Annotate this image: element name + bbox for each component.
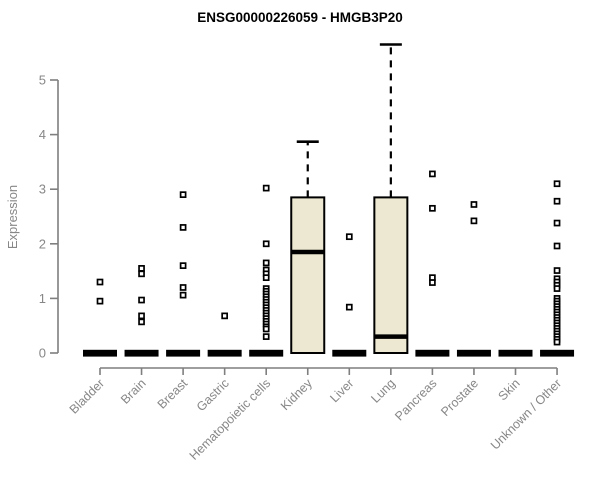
outlier-point <box>179 291 187 299</box>
x-tick-label-breast: Breast <box>155 376 191 412</box>
outlier-point <box>221 312 228 320</box>
x-tick-label-pancreas: Pancreas <box>392 376 439 423</box>
outlier-point <box>429 204 436 212</box>
x-tick-label-hematopoietic-cells: Hematopoietic cells <box>187 376 274 463</box>
collapsed-box <box>166 349 201 357</box>
collapsed-box <box>124 349 159 357</box>
x-tick-label-bladder: Bladder <box>67 376 107 416</box>
y-tick-label: 0 <box>39 346 46 361</box>
box-skin <box>498 349 533 357</box>
outlier-point <box>179 191 187 199</box>
box-body <box>373 196 409 354</box>
box-bladder <box>83 278 117 357</box>
y-tick-label: 5 <box>39 73 46 88</box>
outlier-point <box>553 338 561 346</box>
outlier-point <box>262 274 270 282</box>
outlier-point <box>345 233 353 241</box>
x-tick-label-kidney: Kidney <box>278 376 315 413</box>
collapsed-box <box>415 349 450 357</box>
box-brain <box>124 265 159 357</box>
outlier-point <box>179 284 187 291</box>
outlier-point <box>470 201 478 208</box>
outlier-point <box>179 262 187 269</box>
outlier-point <box>470 217 478 225</box>
collapsed-box <box>207 349 242 357</box>
chart-title: ENSG00000226059 - HMGB3P20 <box>197 10 403 25</box>
y-axis: 0 1 2 3 4 5 <box>39 73 59 361</box>
outlier-point <box>553 219 561 227</box>
x-tick-label-unknown-other: Unknown / Other <box>488 376 564 452</box>
box-hematopoietic-cells <box>249 184 284 357</box>
y-tick-label: 1 <box>39 291 46 306</box>
box-prostate <box>456 201 491 357</box>
collapsed-box <box>249 349 284 357</box>
box-gastric <box>207 312 242 357</box>
y-axis-title: Expression <box>5 185 20 249</box>
y-tick-label: 3 <box>39 182 46 197</box>
outlier-point <box>96 278 104 286</box>
x-tick-label-skin: Skin <box>496 376 523 403</box>
outlier-point <box>138 312 145 320</box>
collapsed-box <box>540 349 575 357</box>
y-tick-label: 4 <box>39 127 46 142</box>
outlier-point <box>96 297 104 305</box>
outlier-point <box>553 267 561 274</box>
outlier-point <box>345 303 353 311</box>
x-tick-label-gastric: Gastric <box>194 376 232 414</box>
x-tick-label-liver: Liver <box>327 376 356 405</box>
outlier-point <box>429 170 436 178</box>
plot-area: 0 1 2 3 4 5 Bladder Brain Breast GastricHematopoi… <box>39 43 575 463</box>
collapsed-box <box>456 349 491 357</box>
outlier-point <box>429 279 436 286</box>
outlier-point <box>553 180 561 188</box>
box-pancreas <box>415 170 450 357</box>
box-breast <box>166 191 201 357</box>
outlier-point <box>553 242 561 250</box>
outlier-point <box>262 259 270 267</box>
outlier-point <box>138 296 145 304</box>
outlier-point <box>138 265 145 272</box>
outlier-point <box>179 224 187 231</box>
box-lung <box>373 43 409 354</box>
outlier-point <box>262 325 270 333</box>
outlier-point <box>262 240 270 248</box>
outlier-point <box>553 197 561 205</box>
x-tick-label-prostate: Prostate <box>438 376 481 419</box>
outlier-point <box>138 318 145 326</box>
outlier-point <box>138 270 145 278</box>
x-tick-label-lung: Lung <box>368 376 398 406</box>
x-tick-label-brain: Brain <box>118 376 149 407</box>
collapsed-box <box>83 349 117 357</box>
box-liver <box>332 233 367 357</box>
collapsed-box <box>498 349 533 357</box>
outlier-point <box>553 285 561 292</box>
box-kidney <box>290 140 326 354</box>
box-body <box>290 196 326 354</box>
collapsed-box <box>332 349 367 357</box>
outlier-point <box>262 333 270 340</box>
outlier-point <box>262 184 270 192</box>
y-tick-label: 2 <box>39 236 46 251</box>
box-unknown-other <box>540 180 575 357</box>
